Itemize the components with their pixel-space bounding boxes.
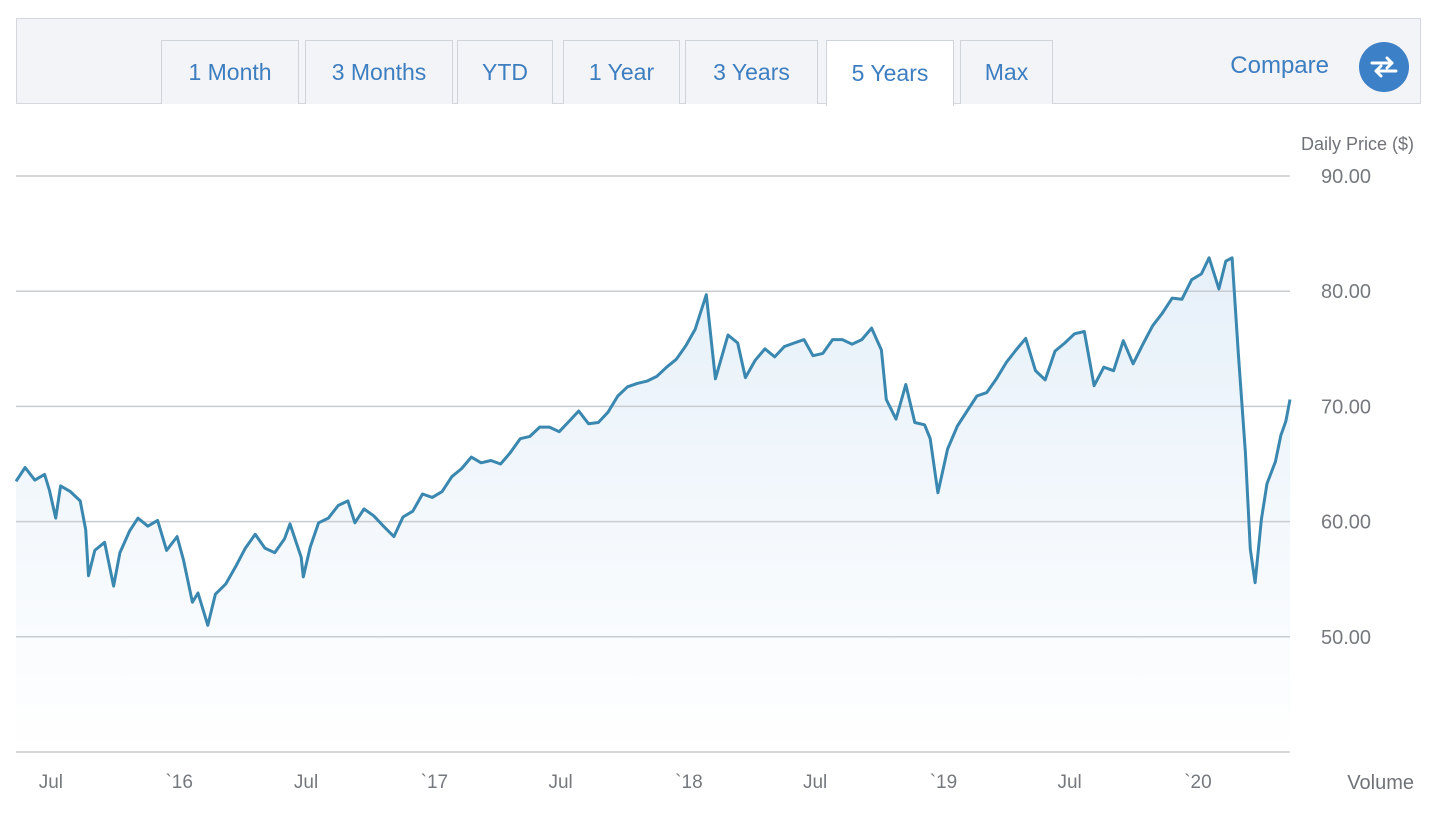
tab-1-month[interactable]: 1 Month — [161, 40, 299, 104]
tab-3-months[interactable]: 3 Months — [305, 40, 453, 104]
price-line — [14, 256, 1292, 627]
range-toolbar: 1 Month 3 Months YTD 1 Year 3 Years 5 Years Ma… — [16, 18, 1421, 106]
y-tick-label: 90.00 — [1321, 166, 1371, 188]
x-tick-label: `19 — [930, 772, 957, 793]
y-tick-label: 50.00 — [1321, 627, 1371, 649]
compare-link[interactable]: Compare — [1230, 52, 1329, 79]
x-tick-label: `17 — [421, 772, 448, 793]
y-axis-title: Daily Price ($) — [1300, 134, 1414, 154]
tab-ytd[interactable]: YTD — [457, 40, 553, 104]
y-tick-label: 70.00 — [1321, 396, 1371, 418]
x-tick-label: Jul — [803, 772, 827, 793]
volume-label: Volume — [1347, 772, 1414, 794]
x-tick-label: Jul — [548, 772, 572, 793]
x-tick-label: `20 — [1184, 772, 1211, 793]
x-tick-label: `18 — [675, 772, 702, 793]
tab-3-years[interactable]: 3 Years — [685, 40, 818, 104]
x-tick-label: `16 — [165, 772, 192, 793]
tab-5-years[interactable]: 5 Years — [826, 40, 954, 106]
tab-1-year[interactable]: 1 Year — [563, 40, 680, 104]
y-tick-label: 60.00 — [1321, 512, 1371, 534]
price-chart: 50.00 60.00 70.00 80.00 90.00 Jul `16 Jul `17 Jul… — [14, 166, 1371, 793]
y-tick-label: 80.00 — [1321, 281, 1371, 303]
compare-button[interactable] — [1359, 42, 1409, 92]
price-area — [16, 257, 1290, 752]
x-tick-label: Jul — [294, 772, 318, 793]
x-tick-label: Jul — [39, 772, 63, 793]
swap-arrows-icon — [1370, 56, 1398, 78]
tab-max[interactable]: Max — [960, 40, 1053, 104]
x-tick-label: Jul — [1057, 772, 1081, 793]
